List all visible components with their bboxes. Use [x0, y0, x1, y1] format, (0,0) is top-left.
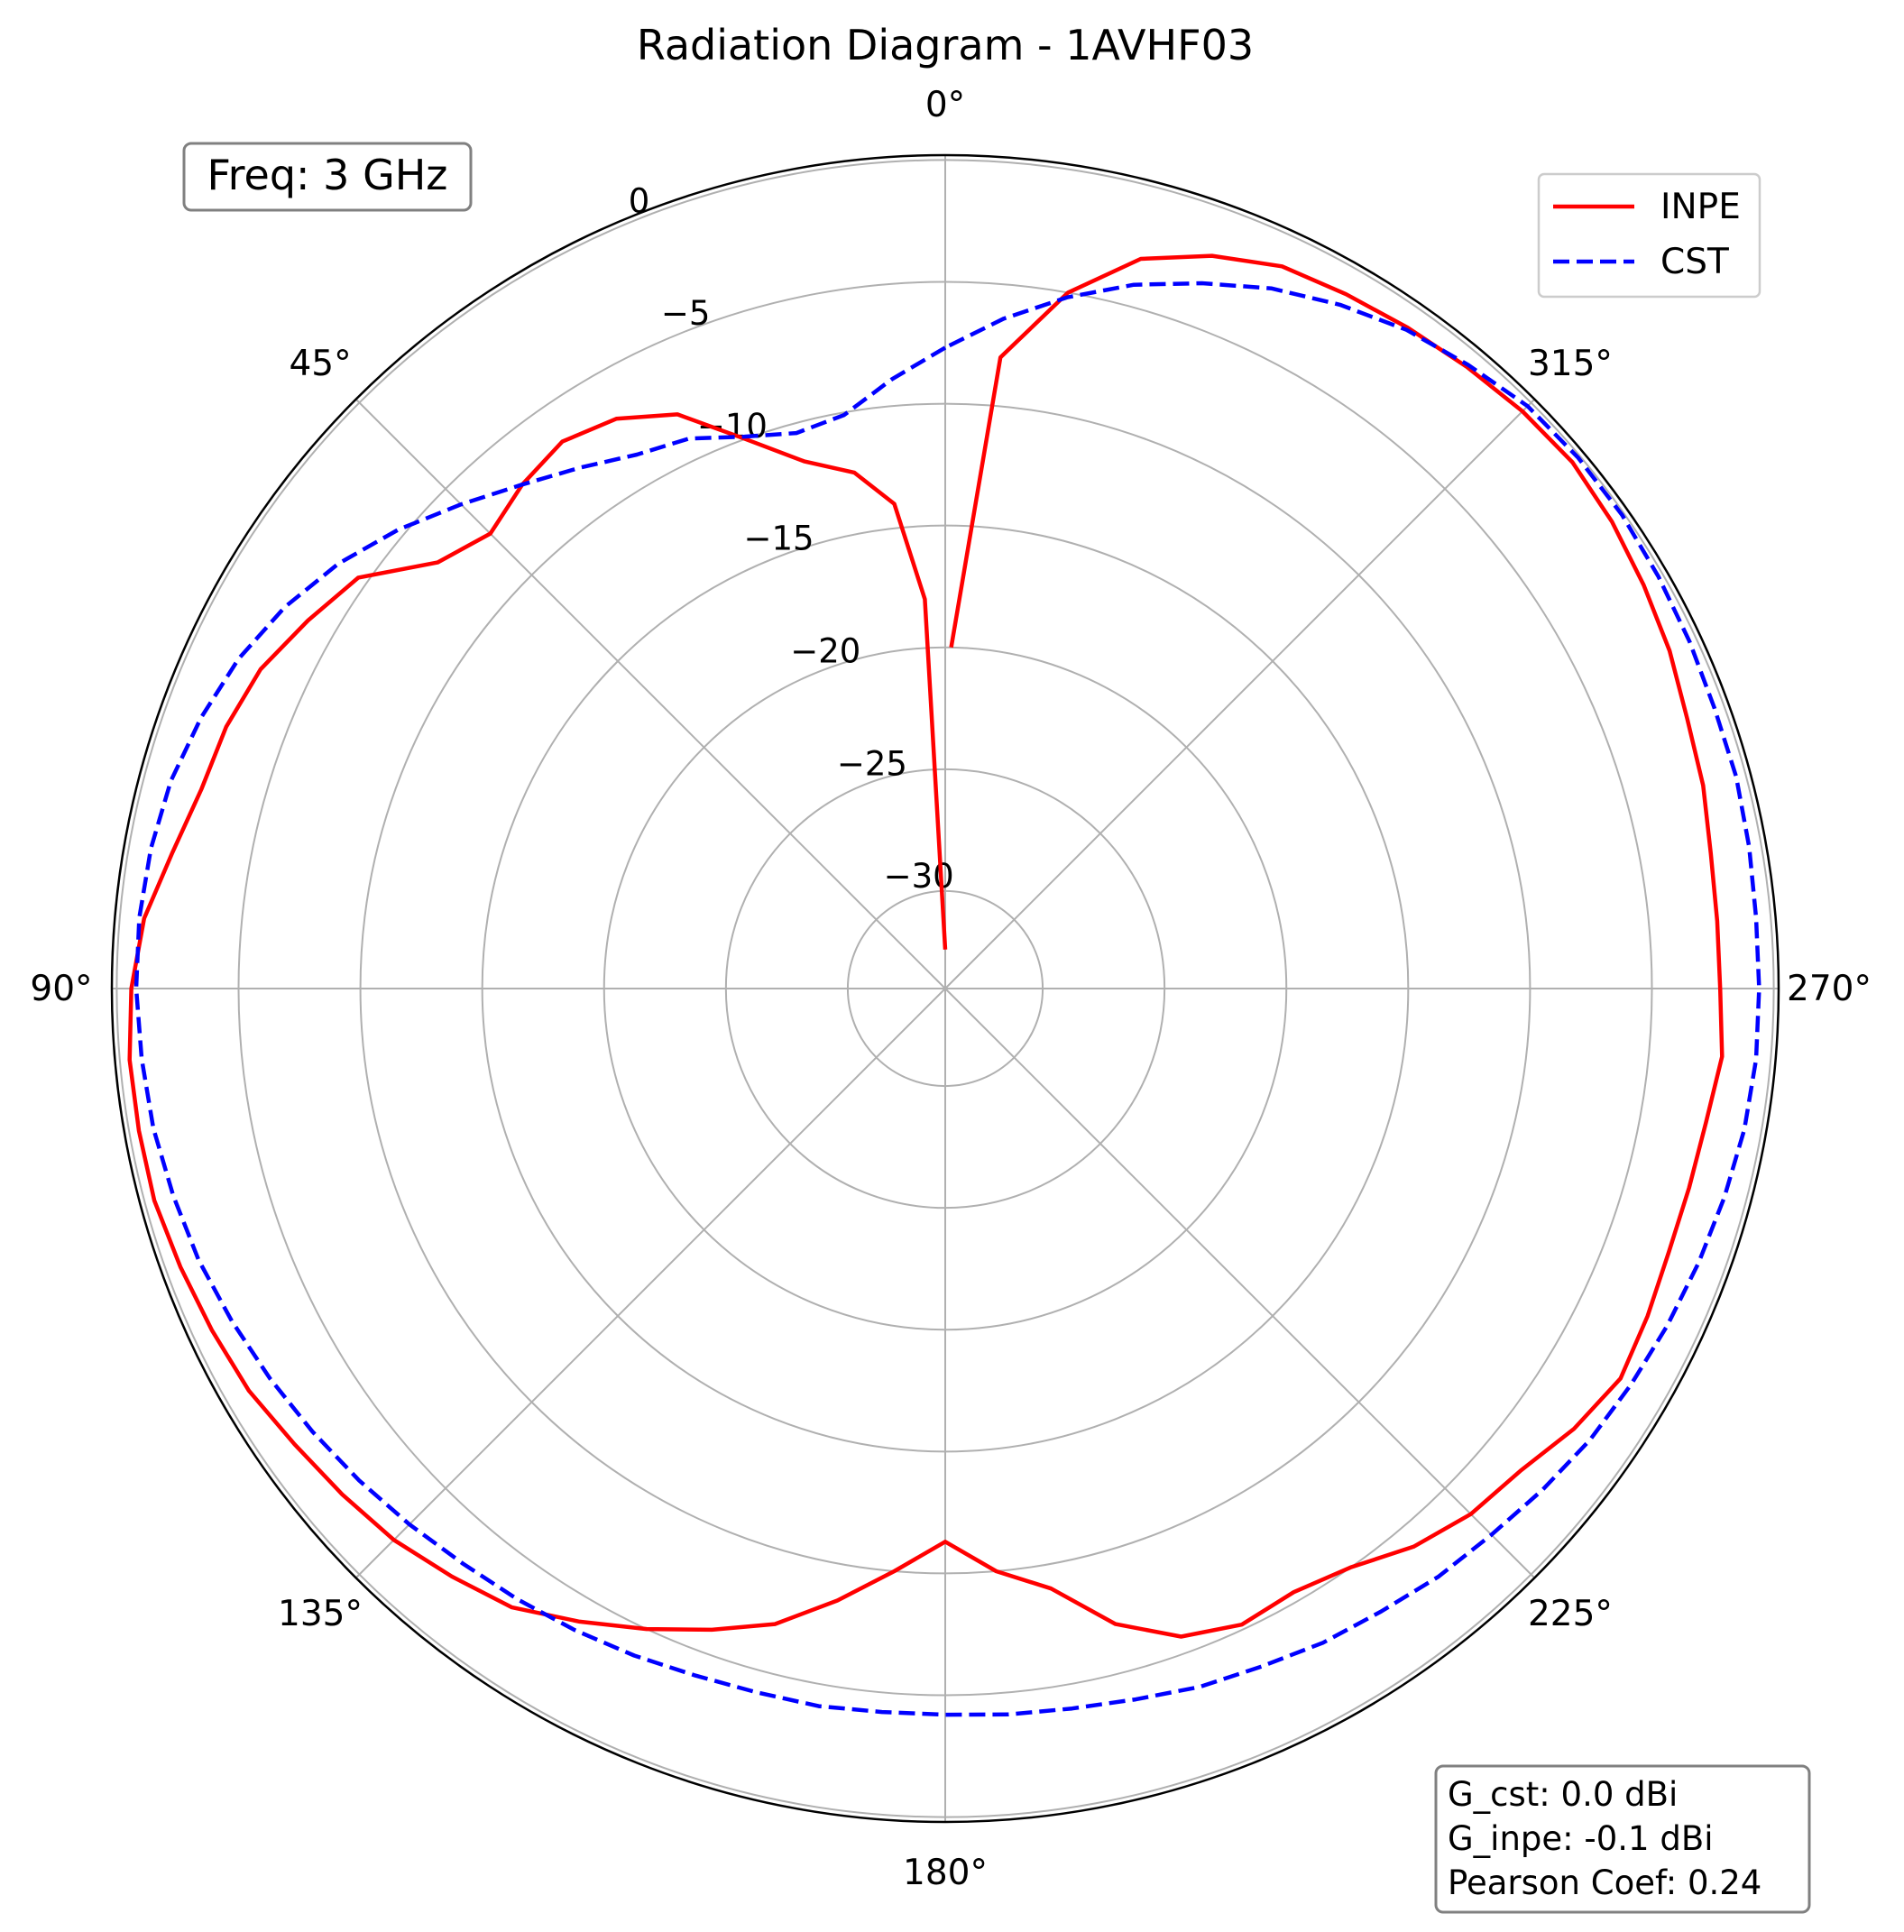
series-lines: [127, 253, 1761, 1717]
freq-box: Freq: 3 GHz: [182, 142, 473, 212]
stats-pearson: Pearson Coef: 0.24: [1448, 1863, 1761, 1902]
radial-tick-label: −25: [837, 744, 907, 783]
chart-title: Radiation Diagram - 1AVHF03: [637, 21, 1254, 69]
angle-gridline: [944, 988, 1536, 1579]
angle-gridline: [944, 398, 1536, 989]
series-line-inpe: [127, 253, 1725, 1639]
stats-g-cst: G_cst: 0.0 dBi: [1448, 1775, 1678, 1814]
angle-tick-label: 45°: [289, 344, 351, 384]
angle-gridline: [354, 988, 946, 1579]
angle-tick-label: 0°: [925, 85, 965, 125]
angle-tick-label: 135°: [278, 1594, 363, 1634]
legend[interactable]: INPE CST: [1537, 172, 1761, 299]
angle-tick-label: 180°: [903, 1853, 988, 1893]
angle-tick-label: 270°: [1787, 969, 1872, 1009]
freq-label: Freq: 3 GHz: [207, 151, 448, 199]
angle-tick-label: 225°: [1528, 1594, 1613, 1634]
stats-box: G_cst: 0.0 dBi G_inpe: -0.1 dBi Pearson …: [1434, 1764, 1811, 1914]
polar-frame: [110, 153, 1780, 1824]
angle-gridline: [354, 398, 946, 989]
stats-g-inpe: G_inpe: -0.1 dBi: [1448, 1819, 1713, 1858]
radial-tick-label: −20: [790, 632, 860, 671]
legend-label-inpe: INPE: [1660, 187, 1741, 227]
angle-tick-labels: 0° 45° 90° 135° 180° 225° 270° 315°: [30, 85, 1872, 1893]
series-line-cst: [133, 281, 1761, 1717]
legend-label-cst: CST: [1660, 242, 1729, 282]
radial-tick-label: −15: [744, 520, 814, 558]
radial-tick-label: −5: [661, 294, 711, 333]
angle-tick-label: 90°: [30, 969, 92, 1009]
polar-grid: [110, 153, 1780, 1824]
radial-tick-label: 0: [629, 181, 650, 220]
angle-tick-label: 315°: [1528, 344, 1613, 384]
